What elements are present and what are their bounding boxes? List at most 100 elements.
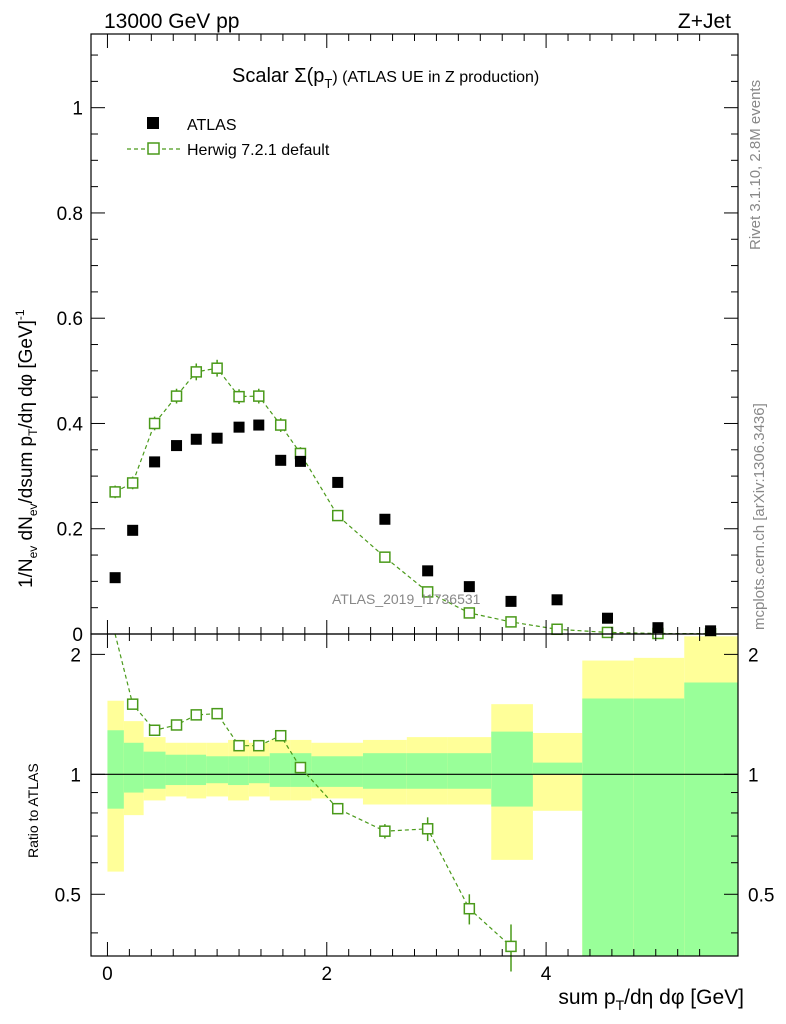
ratio-y-tick-label: 0.5 [55,885,81,906]
main-y-axis-label: 1/Nev dNev/dsum pT/dη dφ [GeV]-1 [13,309,40,588]
main-y-tick-label: 0.2 [57,520,83,541]
herwig-ratio-point [211,707,223,720]
green-uncertainty-band [107,730,124,809]
green-uncertainty-band [447,753,492,789]
atlas-point [127,524,139,536]
rivet-version-label: Rivet 3.1.10, 2.8M events [747,80,764,250]
xlabel-part-a: sum p [558,986,615,1009]
green-uncertainty-band [633,698,685,956]
atlas-point [602,612,614,624]
green-uncertainty-band [532,762,583,775]
atlas-point [149,456,161,468]
atlas-point [294,455,306,467]
green-uncertainty-band [311,756,363,787]
green-uncertainty-band [582,698,634,956]
atlas-point [463,581,475,593]
x-tick-label: 4 [541,964,552,985]
herwig-ratio-point [421,823,434,835]
atlas-point [652,622,664,634]
atlas-point [275,454,287,466]
herwig-point [109,486,121,498]
ratio-y-tick-label-right: 2 [748,645,759,666]
ylabel-sub-a: ev [26,546,40,559]
herwig-point [253,390,265,402]
atlas-point [253,419,265,431]
header-left-label: 13000 GeV pp [104,10,239,33]
chart-title-prefix: Scalar Σ(p [232,65,324,87]
main-panel: ATLAS_2019_I1736531 0 0.2 0.4 0.6 0.8 1 Scala… [13,33,739,646]
main-marks [109,359,717,640]
analysis-watermark: ATLAS_2019_I1736531 [332,591,481,607]
atlas-point [551,594,563,606]
xlabel-sub: T [616,997,625,1013]
herwig-ratio-point [190,709,203,721]
ylabel-sub-b: ev [26,503,40,516]
legend-herwig-marker [147,142,160,155]
green-uncertainty-band [362,753,407,789]
herwig-point [551,623,563,636]
xlabel-part-b: /dη dφ [GeV] [624,986,744,1009]
herwig-point [126,477,139,489]
main-y-tick-label: 1 [72,99,83,120]
atlas-point [233,421,245,433]
green-uncertainty-band [186,754,207,786]
green-uncertainty-band [684,682,738,956]
herwig-ratio-point [379,825,391,837]
herwig-point [379,551,391,563]
atlas-point [211,432,223,444]
chart-title: Scalar Σ(pT) (ATLAS UE in Z production) [232,65,539,91]
atlas-point [109,572,121,584]
ylabel-part-c: /dsum p [16,436,37,504]
green-uncertainty-band [206,756,229,784]
herwig-ratio-point [253,739,265,752]
ylabel-sub-c: T [26,428,40,436]
ylabel-part-b: dN [16,516,37,546]
herwig-point [505,616,517,628]
herwig-ratio-point [233,739,245,752]
herwig-ratio-point [505,940,517,953]
herwig-point [331,509,344,522]
herwig-ratio-point [331,802,344,815]
ratio-y-ticks: 0.5 0.5 1 1 2 2 [55,645,774,934]
herwig-point [463,607,476,619]
green-uncertainty-band [269,753,291,787]
ratio-y-tick-label: 1 [70,765,81,786]
green-uncertainty-band [248,756,270,784]
header-right-label: Z+Jet [678,10,731,33]
herwig-ratio-point [463,902,476,915]
atlas-point [190,433,202,445]
atlas-point [505,595,517,607]
atlas-point [171,440,183,452]
herwig-point [274,419,287,431]
ratio-panel: 0.5 0.5 1 1 2 2 0 2 4 Ratio to ATLAS sum pT/dη … [25,633,774,1013]
x-axis-label: sum pT/dη dφ [GeV] [558,986,744,1013]
x-tick-label: 2 [321,964,332,985]
atlas-point [332,476,344,488]
ratio-x-ticks: 0 2 4 [102,634,701,985]
green-uncertainty-band [406,753,448,789]
green-uncertainty-band [228,756,249,786]
green-uncertainty-band [143,751,166,789]
mcplots-reference-label: mcplots.cern.ch [arXiv:1306.3436] [751,403,768,630]
legend-herwig-label: Herwig 7.2.1 default [187,142,330,159]
herwig-point [233,390,245,403]
atlas-point [422,565,434,577]
ylabel-sup: -1 [13,309,27,320]
legend-atlas-marker [147,117,159,129]
herwig-ratio-point [148,724,161,737]
herwig-ratio-point [170,719,183,731]
chart-title-suffix: ) (ATLAS UE in Z production) [332,69,539,86]
main-y-tick-label: 0 [72,625,83,646]
main-y-tick-label: 0.4 [57,414,84,435]
green-uncertainty-band [165,754,187,786]
ylabel-part-a: 1/N [16,558,37,588]
chart-title-subscript: T [324,76,332,91]
herwig-point [211,362,223,374]
herwig-point [148,417,161,430]
atlas-point [379,513,391,525]
main-y-tick-label: 0.6 [57,309,83,330]
main-x-ticks [106,34,701,634]
herwig-ratio-curve [114,633,512,947]
green-uncertainty-band [491,731,533,807]
